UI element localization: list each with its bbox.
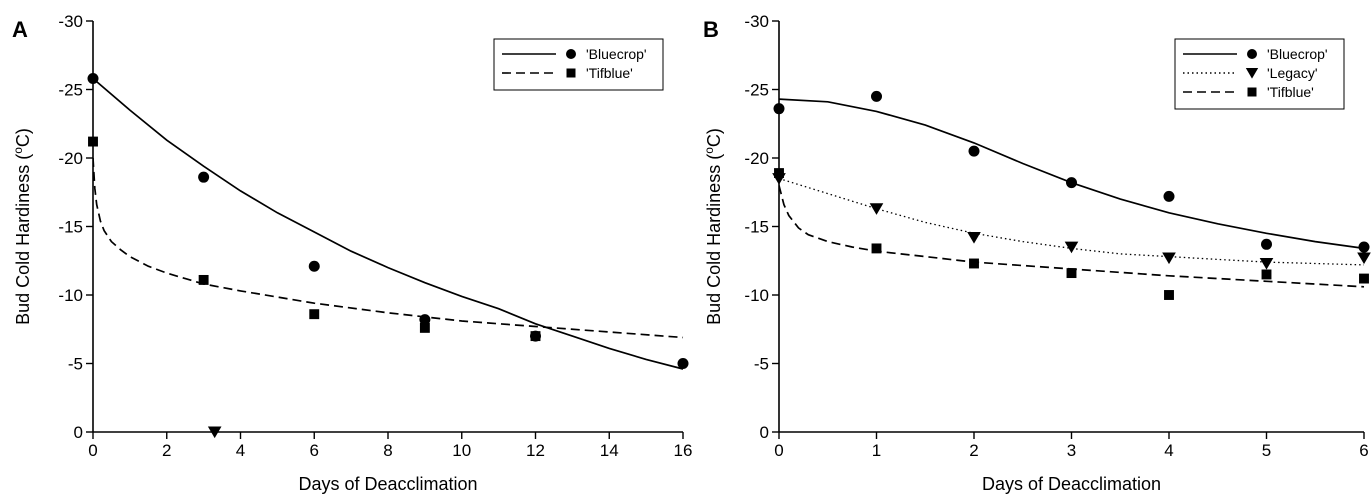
legend-marker xyxy=(1247,87,1257,97)
x-tick-label: 1 xyxy=(872,441,881,460)
legend-label: 'Tifblue' xyxy=(1267,84,1314,100)
data-point xyxy=(1162,252,1176,265)
data-point xyxy=(1261,269,1272,280)
data-point xyxy=(308,260,320,272)
x-axis-title: Days of Deacclimation xyxy=(298,474,477,494)
y-axis-title-main: Bud Cold Hardiness ( xyxy=(13,154,33,325)
y-tick-label: 0 xyxy=(760,423,769,442)
data-point xyxy=(871,90,882,102)
data-point xyxy=(207,426,222,439)
legend-label: 'Bluecrop' xyxy=(586,46,647,62)
legend-marker xyxy=(566,68,576,78)
x-tick-label: 10 xyxy=(452,441,471,460)
data-point xyxy=(198,171,210,183)
y-tick-label: -10 xyxy=(744,286,769,305)
y-tick-label: -25 xyxy=(58,81,83,100)
data-point xyxy=(88,136,98,147)
data-point xyxy=(773,103,785,115)
legend-marker xyxy=(566,49,576,59)
x-tick-label: 2 xyxy=(969,441,978,460)
data-point xyxy=(530,331,541,342)
data-point xyxy=(198,274,209,285)
x-tick-label: 3 xyxy=(1067,441,1076,460)
data-point xyxy=(969,258,979,269)
data-point xyxy=(871,243,882,254)
data-point xyxy=(1261,238,1272,250)
legend-label: 'Bluecrop' xyxy=(1267,46,1328,62)
data-point xyxy=(1163,190,1175,202)
x-tick-label: 2 xyxy=(162,441,171,460)
y-tick-label: 0 xyxy=(74,423,83,442)
x-tick-label: 6 xyxy=(310,441,319,460)
chart-panel-B: 0 -5 -10 -15 -20 -25 -30 0 1 2 3 4 5 6 Days of Deaccli… xyxy=(702,12,1371,494)
fit-line-tifblue xyxy=(93,157,684,339)
legend: 'Bluecrop' 'Tifblue' xyxy=(493,38,664,91)
x-tick-label: 14 xyxy=(600,441,619,460)
x-tick-label: 5 xyxy=(1262,441,1271,460)
y-axis-title-main: Bud Cold Hardiness ( xyxy=(704,154,724,325)
y-tick-label: -30 xyxy=(58,12,83,31)
y-axis-title-sup: o xyxy=(702,147,716,154)
data-point xyxy=(87,73,99,85)
y-axis-title: Bud Cold Hardiness (oC) xyxy=(702,128,724,325)
data-point xyxy=(1357,252,1371,265)
data-point xyxy=(774,168,784,179)
data-point xyxy=(1259,258,1274,270)
x-tick-label: 8 xyxy=(383,441,392,460)
x-tick-label: 12 xyxy=(526,441,545,460)
data-point xyxy=(1064,241,1079,254)
chart-panel-A: 0 -5 -10 -15 -20 -25 -30 0 2 4 6 8 10 12 14 16 Days of D… xyxy=(11,12,692,494)
y-tick-label: -25 xyxy=(744,81,769,100)
legend-marker xyxy=(1247,49,1257,59)
data-point xyxy=(419,322,430,333)
data-point xyxy=(1066,177,1077,189)
fit-line-bluecrop xyxy=(93,77,684,370)
legend-label: 'Legacy' xyxy=(1267,65,1318,81)
data-point xyxy=(1359,273,1369,284)
y-axis-title-end: C) xyxy=(13,128,33,147)
y-tick-label: -5 xyxy=(754,355,769,374)
x-tick-label: 16 xyxy=(674,441,693,460)
x-axis-title: Days of Deacclimation xyxy=(982,474,1161,494)
panel-label: A xyxy=(12,17,28,42)
x-tick-label: 6 xyxy=(1359,441,1368,460)
legend: 'Bluecrop' 'Legacy' 'Tifblue' xyxy=(1174,38,1345,110)
panel-label: B xyxy=(703,17,719,42)
data-point xyxy=(1358,241,1370,253)
y-tick-label: -30 xyxy=(744,12,769,31)
y-tick-label: -15 xyxy=(744,218,769,237)
legend-marker xyxy=(1245,68,1259,79)
fit-line-tifblue xyxy=(779,185,1365,288)
data-point xyxy=(869,203,884,215)
data-point xyxy=(1164,290,1174,300)
data-point xyxy=(677,358,689,369)
y-axis-title-sup: o xyxy=(11,147,25,154)
y-tick-label: -15 xyxy=(58,218,83,237)
x-tick-label: 4 xyxy=(236,441,245,460)
y-tick-label: -20 xyxy=(744,149,769,168)
y-axis-title: Bud Cold Hardiness (oC) xyxy=(11,128,33,325)
data-point xyxy=(309,309,320,320)
x-tick-label: 4 xyxy=(1164,441,1173,460)
y-tick-label: -20 xyxy=(58,149,83,168)
legend-box xyxy=(493,38,664,91)
x-tick-label: 0 xyxy=(774,441,783,460)
data-point xyxy=(968,145,980,157)
y-tick-label: -10 xyxy=(58,286,83,305)
y-tick-label: -5 xyxy=(68,355,83,374)
data-point xyxy=(967,232,981,244)
y-axis-title-end: C) xyxy=(704,128,724,147)
legend-label: 'Tifblue' xyxy=(586,65,633,81)
fit-line-bluecrop xyxy=(779,98,1365,250)
data-point xyxy=(1066,268,1077,279)
x-tick-label: 0 xyxy=(88,441,97,460)
data-point xyxy=(419,314,431,326)
legend-box xyxy=(1174,38,1345,110)
